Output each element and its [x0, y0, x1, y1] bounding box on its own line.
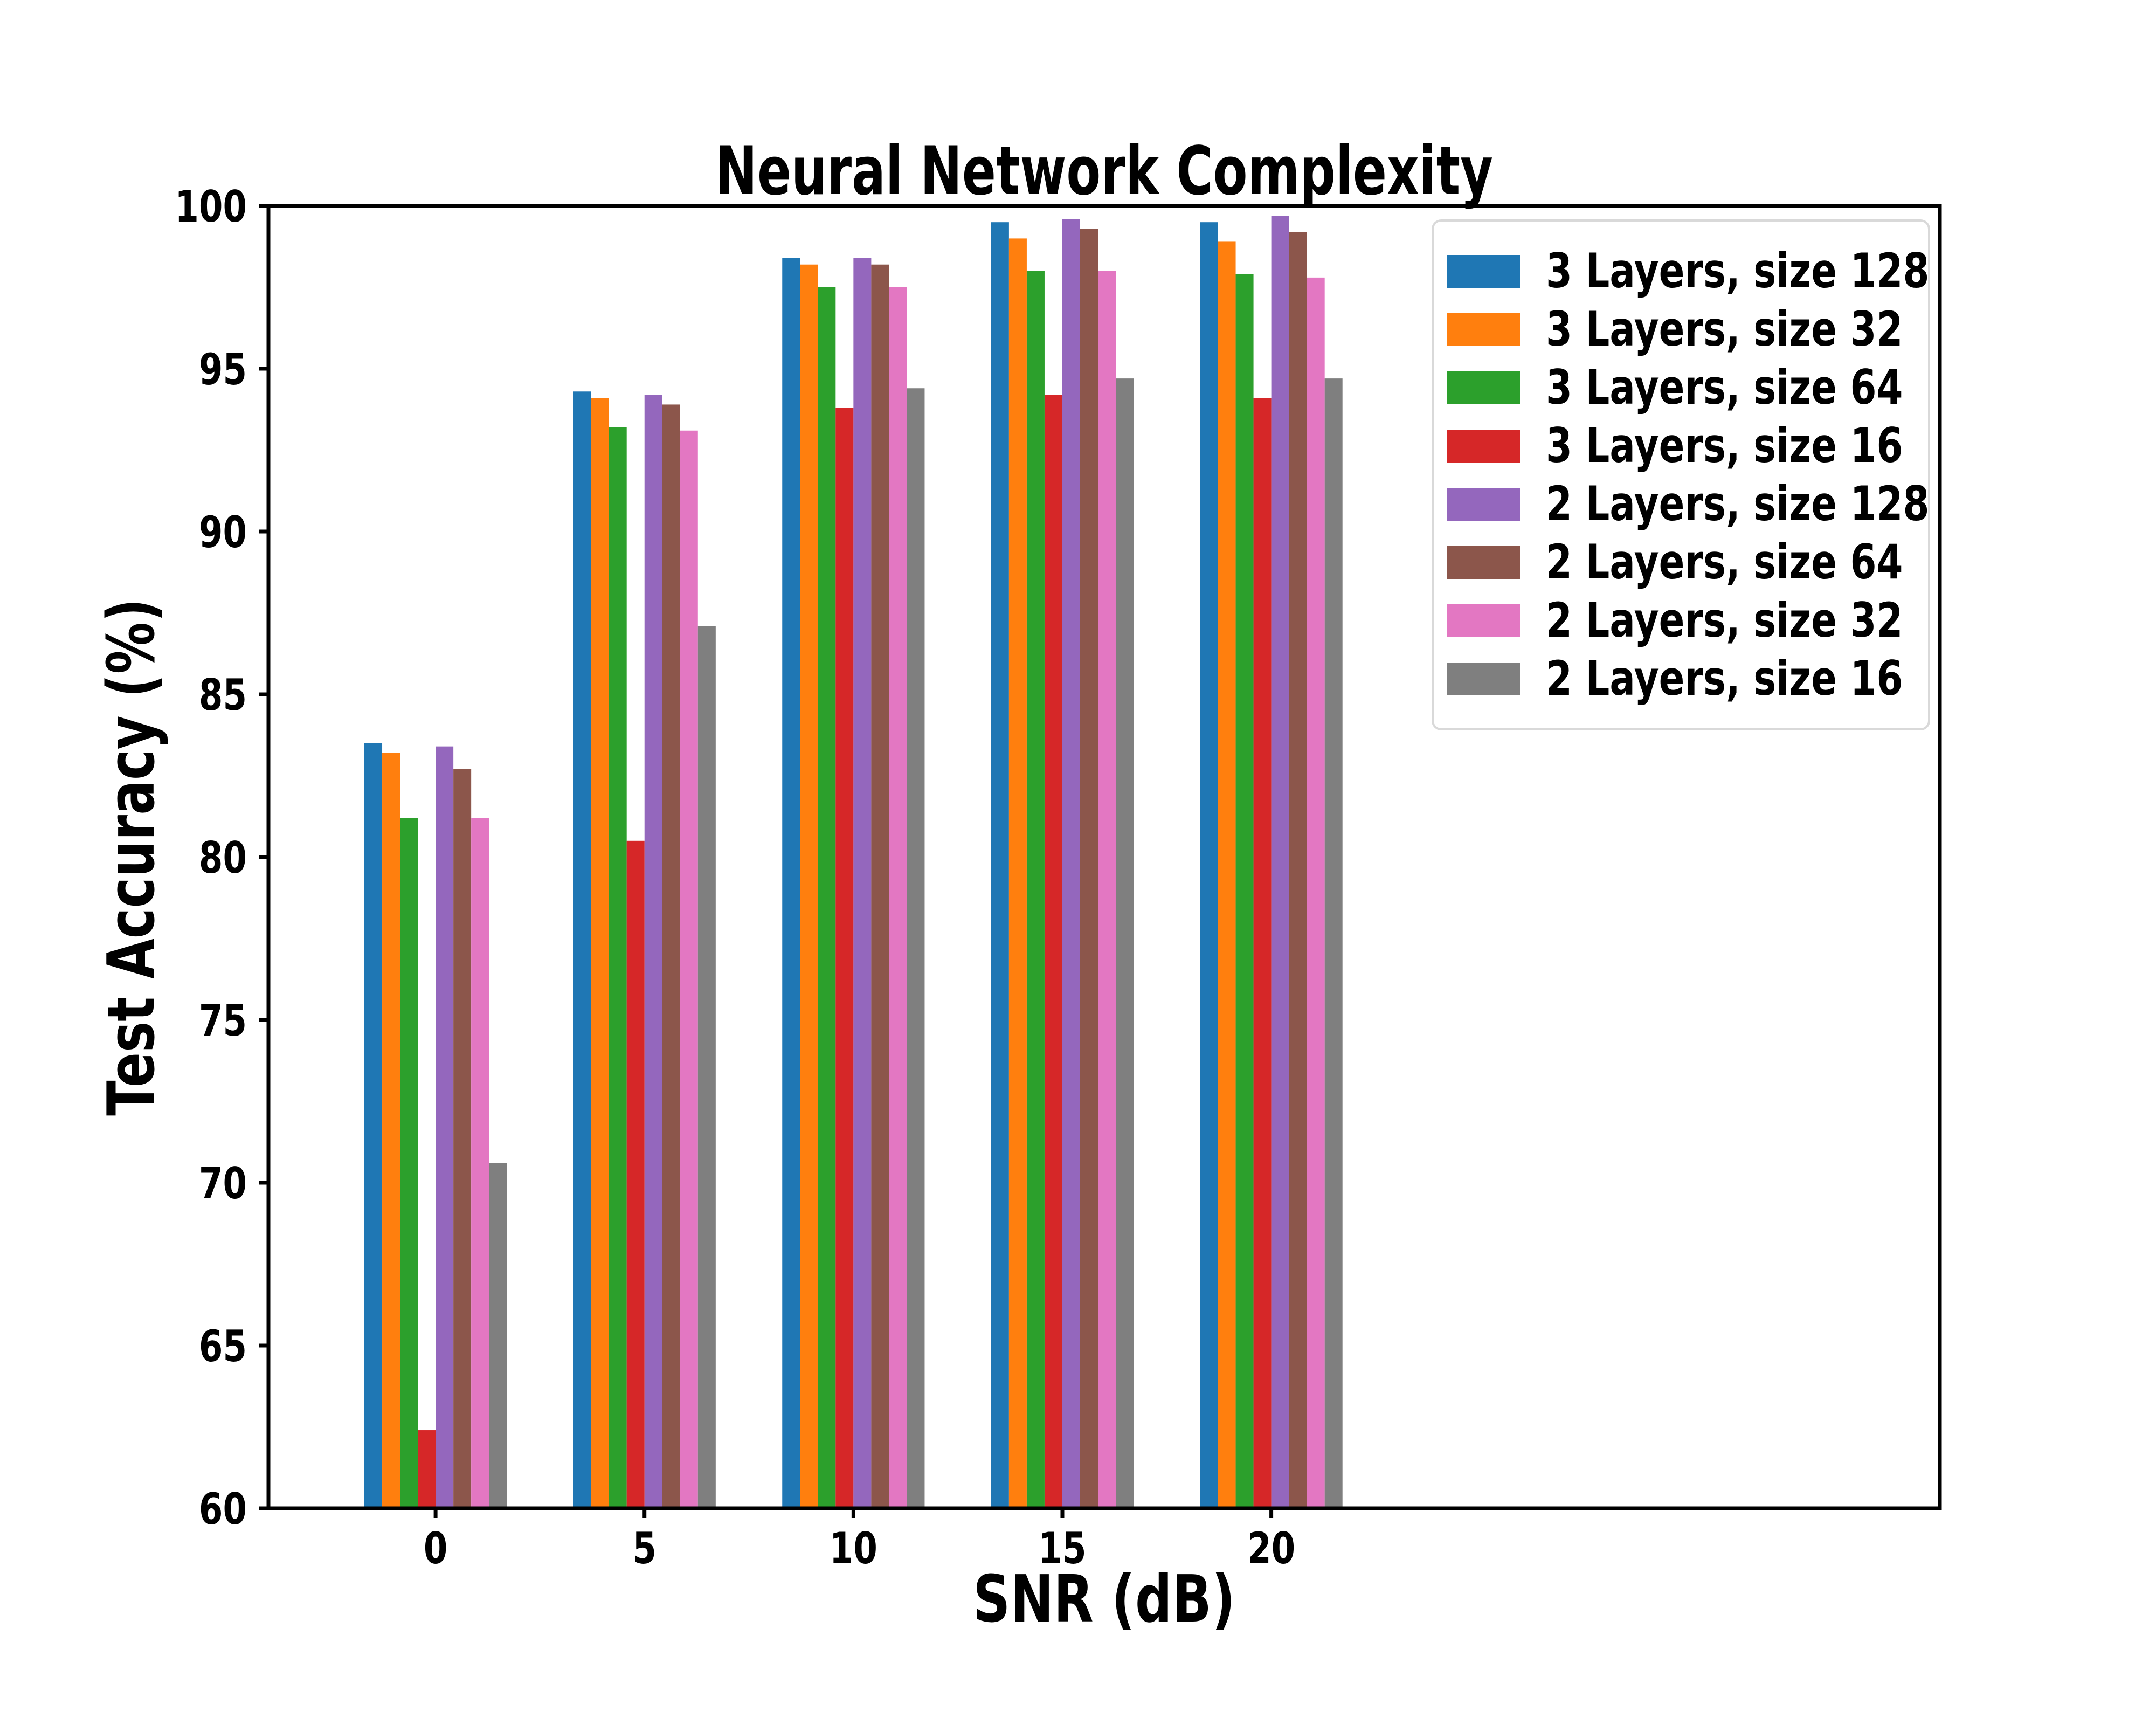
- legend-swatch: [1447, 429, 1520, 463]
- bar-3-layers-size-16-snr-5: [626, 840, 645, 1508]
- y-tick-label-75: 75: [199, 996, 247, 1046]
- bar-2-layers-size-128-snr-0: [436, 746, 454, 1508]
- legend-swatch: [1447, 254, 1520, 288]
- y-tick-label-60: 60: [199, 1485, 247, 1535]
- plot-border: [266, 204, 1942, 1510]
- bar-3-layers-size-64-snr-0: [400, 818, 418, 1508]
- bar-2-layers-size-16-snr-20: [1324, 378, 1343, 1508]
- bar-3-layers-size-32-snr-5: [591, 398, 609, 1509]
- bar-3-layers-size-32-snr-15: [1008, 238, 1027, 1509]
- legend-swatch: [1447, 546, 1520, 579]
- legend-item-3-layers-size-128: 3 Layers, size 128: [1447, 247, 1929, 295]
- legend-swatch: [1447, 313, 1520, 346]
- y-tick-label-90: 90: [199, 508, 247, 558]
- legend-item-3-layers-size-16: 3 Layers, size 16: [1447, 422, 1923, 470]
- legend-item-2-layers-size-32: 2 Layers, size 32: [1447, 597, 1923, 644]
- x-tick-label-20: 20: [1247, 1524, 1295, 1574]
- bar-2-layers-size-16-snr-10: [907, 388, 925, 1508]
- bar-3-layers-size-128-snr-5: [573, 391, 591, 1508]
- bar-3-layers-size-16-snr-15: [1044, 395, 1062, 1508]
- legend-item-label: 3 Layers, size 32: [1546, 301, 1903, 357]
- bar-2-layers-size-64-snr-20: [1289, 232, 1307, 1508]
- bar-3-layers-size-32-snr-0: [382, 753, 400, 1508]
- bar-2-layers-size-32-snr-20: [1307, 277, 1325, 1509]
- bar-2-layers-size-16-snr-5: [697, 626, 716, 1508]
- legend-item-label: 3 Layers, size 128: [1546, 243, 1930, 299]
- bar-3-layers-size-16-snr-0: [418, 1430, 436, 1508]
- bar-2-layers-size-128-snr-15: [1062, 219, 1081, 1509]
- bar-2-layers-size-16-snr-0: [489, 1163, 507, 1508]
- y-tick-label-95: 95: [199, 345, 247, 395]
- chart-title: Neural Network Complexity: [715, 133, 1493, 210]
- bar-2-layers-size-128-snr-20: [1271, 216, 1289, 1508]
- bar-2-layers-size-64-snr-15: [1080, 229, 1098, 1508]
- bar-2-layers-size-16-snr-15: [1116, 378, 1134, 1508]
- bar-2-layers-size-128-snr-5: [644, 395, 662, 1508]
- bar-3-layers-size-16-snr-10: [835, 408, 854, 1508]
- legend-item-3-layers-size-32: 3 Layers, size 32: [1447, 306, 1923, 353]
- y-tick-label-65: 65: [199, 1322, 247, 1372]
- y-tick-label-70: 70: [199, 1159, 247, 1209]
- x-tick-label-10: 10: [830, 1524, 877, 1574]
- legend-item-2-layers-size-16: 2 Layers, size 16: [1447, 655, 1923, 702]
- bar-3-layers-size-64-snr-20: [1235, 274, 1254, 1508]
- legend-item-label: 2 Layers, size 16: [1546, 651, 1903, 706]
- x-tick-label-5: 5: [632, 1524, 657, 1574]
- bar-3-layers-size-64-snr-5: [609, 427, 627, 1508]
- bar-2-layers-size-32-snr-15: [1098, 271, 1116, 1508]
- bar-2-layers-size-32-snr-5: [680, 430, 698, 1508]
- legend-item-label: 2 Layers, size 128: [1546, 476, 1930, 532]
- bar-2-layers-size-64-snr-5: [662, 404, 680, 1509]
- legend-item-2-layers-size-64: 2 Layers, size 64: [1447, 539, 1923, 586]
- bar-3-layers-size-128-snr-0: [364, 743, 383, 1508]
- y-axis-label: Test Accuracy (%): [94, 598, 169, 1116]
- legend-item-3-layers-size-64: 3 Layers, size 64: [1447, 364, 1923, 411]
- bar-2-layers-size-32-snr-10: [889, 287, 907, 1508]
- x-tick-label-0: 0: [424, 1524, 448, 1574]
- legend-item-2-layers-size-128: 2 Layers, size 128: [1447, 480, 1929, 528]
- bar-3-layers-size-128-snr-10: [782, 258, 800, 1508]
- x-axis-label: SNR (dB): [973, 1562, 1235, 1637]
- legend-swatch: [1447, 487, 1520, 521]
- legend: 3 Layers, size 128 3 Layers, size 32 3 Lay…: [1432, 219, 1930, 730]
- bar-3-layers-size-32-snr-20: [1218, 242, 1236, 1509]
- bar-2-layers-size-64-snr-0: [453, 769, 472, 1508]
- bar-3-layers-size-64-snr-10: [818, 287, 836, 1508]
- y-tick-label-85: 85: [199, 671, 247, 721]
- legend-item-label: 2 Layers, size 32: [1546, 592, 1903, 648]
- y-tick-label-80: 80: [199, 833, 247, 884]
- bar-2-layers-size-32-snr-0: [471, 818, 489, 1508]
- bar-2-layers-size-64-snr-10: [871, 264, 889, 1509]
- bar-3-layers-size-128-snr-20: [1200, 222, 1218, 1509]
- legend-item-label: 3 Layers, size 16: [1546, 418, 1903, 473]
- x-tick-label-15: 15: [1038, 1524, 1086, 1574]
- bar-3-layers-size-32-snr-10: [800, 264, 818, 1509]
- bar-2-layers-size-128-snr-10: [853, 258, 872, 1508]
- legend-item-label: 3 Layers, size 64: [1546, 360, 1903, 415]
- legend-swatch: [1447, 662, 1520, 695]
- bar-3-layers-size-16-snr-20: [1253, 398, 1272, 1509]
- y-tick-label-100: 100: [175, 182, 247, 232]
- legend-item-label: 2 Layers, size 64: [1546, 534, 1903, 590]
- legend-swatch: [1447, 604, 1520, 637]
- bar-3-layers-size-64-snr-15: [1026, 271, 1045, 1508]
- bar-3-layers-size-128-snr-15: [991, 222, 1009, 1509]
- legend-swatch: [1447, 371, 1520, 404]
